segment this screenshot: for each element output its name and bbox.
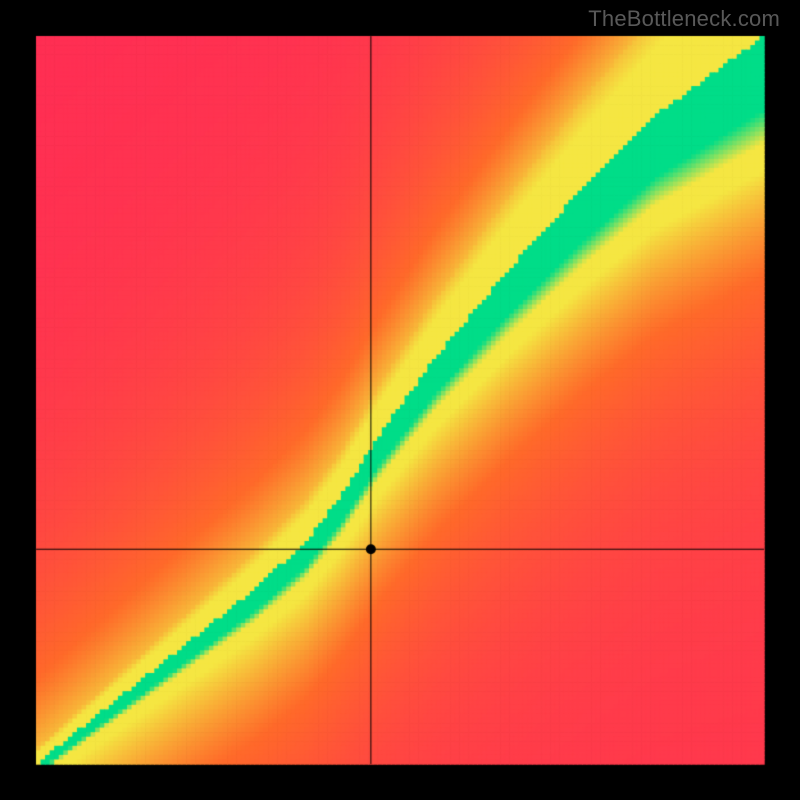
watermark-text: TheBottleneck.com — [588, 6, 780, 32]
chart-container: { "watermark": "TheBottleneck.com", "can… — [0, 0, 800, 800]
crosshair-overlay — [0, 0, 800, 800]
